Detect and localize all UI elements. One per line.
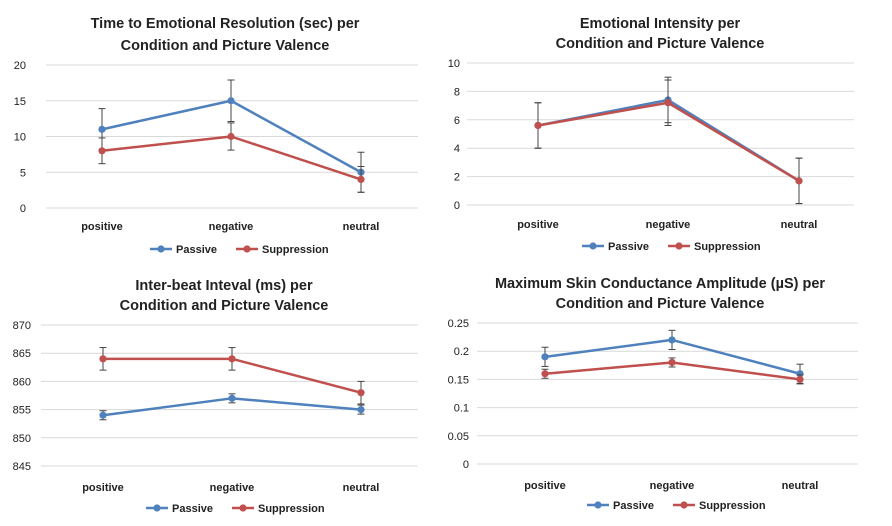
chart-title-line-2: Condition and Picture Valence <box>556 36 765 52</box>
y-tick-label: 0 <box>463 459 469 471</box>
passive-data-point <box>668 336 676 344</box>
passive-data-point <box>796 370 804 378</box>
legend-suppression-label: Suppression <box>262 244 329 256</box>
x-category-label: positive <box>524 480 566 492</box>
legend-suppression-marker <box>680 501 688 509</box>
x-category-label: negative <box>646 219 691 231</box>
legend-suppression-label: Suppression <box>699 500 766 512</box>
suppression-data-point <box>796 375 804 383</box>
chart-title-line-1: Inter-beat Inteval (ms) per <box>135 278 313 294</box>
y-tick-label: 4 <box>454 143 460 155</box>
y-tick-label: 0.05 <box>448 431 469 443</box>
legend-suppression-label: Suppression <box>258 503 325 515</box>
y-tick-label: 0 <box>20 203 26 215</box>
legend-suppression-marker <box>675 242 683 250</box>
legend: Passive Suppression <box>587 500 766 512</box>
passive-data-point <box>227 97 235 105</box>
y-tick-label: 2 <box>454 172 460 184</box>
y-tick-label: 860 <box>13 376 31 388</box>
y-tick-label: 0.2 <box>454 346 469 358</box>
y-tick-label: 8 <box>454 86 460 98</box>
legend-passive-marker <box>589 242 597 250</box>
suppression-data-point <box>99 355 107 363</box>
y-tick-label: 0.1 <box>454 403 469 415</box>
suppression-data-point <box>357 389 365 397</box>
chart-title-line-2: Condition and Picture Valence <box>121 38 330 54</box>
legend-suppression-marker <box>239 504 247 512</box>
chart-panel-4: Maximum Skin Conductance Amplitude (µS) … <box>448 276 858 512</box>
passive-data-point <box>99 411 107 419</box>
y-tick-label: 6 <box>454 115 460 127</box>
suppression-data-point <box>534 121 542 130</box>
y-tick-label: 5 <box>20 167 26 179</box>
suppression-data-point <box>795 177 803 185</box>
passive-data-point <box>98 125 106 133</box>
legend-passive-marker <box>594 501 602 509</box>
y-tick-label: 15 <box>14 96 26 108</box>
chart-title-line-1: Maximum Skin Conductance Amplitude (µS) … <box>495 276 825 292</box>
x-category-label: positive <box>517 219 559 231</box>
x-category-label: positive <box>81 221 123 233</box>
y-tick-label: 845 <box>13 461 31 473</box>
x-category-label: negative <box>209 221 254 233</box>
suppression-data-point <box>228 355 236 363</box>
y-tick-label: 20 <box>14 60 26 72</box>
legend-passive-label: Passive <box>176 244 217 256</box>
chart-title-line-1: Emotional Intensity per <box>580 16 741 32</box>
y-tick-label: 0 <box>454 200 460 212</box>
passive-data-point <box>541 353 549 361</box>
x-category-label: neutral <box>782 480 819 492</box>
suppression-data-point <box>227 132 235 141</box>
passive-data-point <box>228 394 236 402</box>
y-tick-label: 865 <box>13 348 31 360</box>
legend: Passive Suppression <box>582 241 761 253</box>
legend: Passive Suppression <box>150 244 329 256</box>
chart-title-line-2: Condition and Picture Valence <box>120 298 329 314</box>
legend-passive-marker <box>153 504 161 512</box>
suppression-data-point <box>98 147 106 155</box>
chart-panel-2: Emotional Intensity per Condition and Pic… <box>448 16 854 253</box>
suppression-data-point <box>357 175 365 183</box>
y-tick-label: 10 <box>14 132 26 144</box>
x-category-label: neutral <box>343 221 380 233</box>
x-category-label: negative <box>650 480 695 492</box>
legend-suppression-label: Suppression <box>694 241 761 253</box>
chart-title-line-1: Time to Emotional Resolution (sec) per <box>91 16 360 32</box>
y-tick-label: 850 <box>13 433 31 445</box>
suppression-data-point <box>541 370 549 378</box>
legend: Passive Suppression <box>146 503 325 515</box>
y-tick-label: 0.25 <box>448 318 469 330</box>
passive-data-point <box>357 406 365 414</box>
y-tick-label: 0.15 <box>448 374 469 386</box>
x-category-label: neutral <box>343 482 380 494</box>
x-category-label: positive <box>82 482 124 494</box>
chart-panel-1: Time to Emotional Resolution (sec) per Co… <box>14 16 418 256</box>
x-category-label: negative <box>210 482 255 494</box>
legend-passive-label: Passive <box>172 503 213 515</box>
legend-passive-marker <box>157 245 165 253</box>
suppression-data-point <box>664 99 672 107</box>
y-tick-label: 10 <box>448 58 460 70</box>
chart-title-line-2: Condition and Picture Valence <box>556 296 765 312</box>
suppression-data-point <box>668 358 676 367</box>
y-tick-label: 855 <box>13 405 31 417</box>
legend-suppression-marker <box>243 245 251 253</box>
legend-passive-label: Passive <box>613 500 654 512</box>
chart-panel-3: Inter-beat Inteval (ms) per Condition and… <box>13 278 418 515</box>
y-tick-label: 870 <box>13 320 31 332</box>
legend-passive-label: Passive <box>608 241 649 253</box>
x-category-label: neutral <box>781 219 818 231</box>
